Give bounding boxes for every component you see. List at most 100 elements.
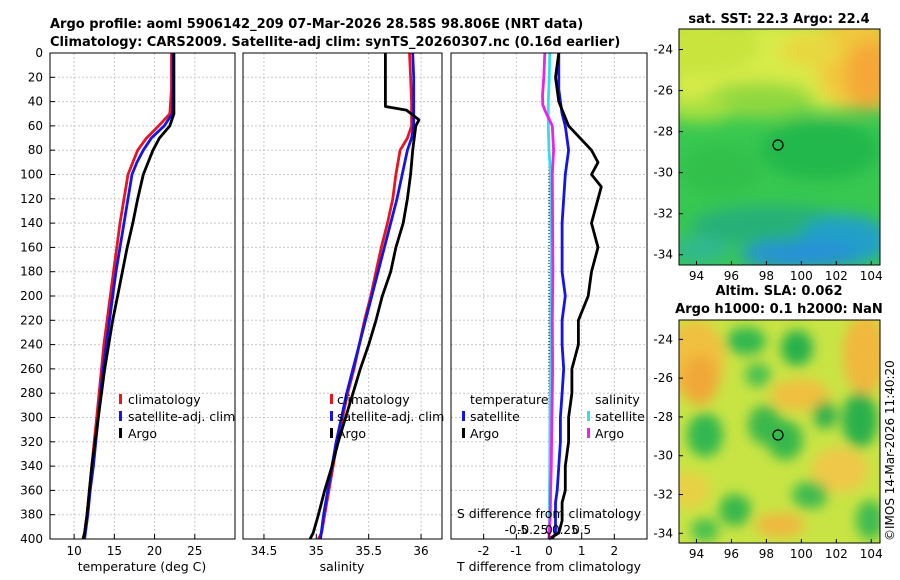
x-tick-label: 34.5 [251, 544, 278, 558]
x-tick-label: 1 [578, 544, 586, 558]
legend-satellite-clim: satellite-adj. clim [128, 409, 235, 424]
legend-swatch-climatology [119, 394, 122, 404]
map-x-tick-label: 98 [759, 547, 774, 561]
map-y-tick-label: -32 [653, 207, 673, 221]
s-tick-label: 0 [545, 523, 553, 537]
legend-s-satellite: satellite [595, 409, 645, 424]
x-tick-label: 35.5 [355, 544, 382, 558]
y-tick-label: 380 [20, 508, 43, 522]
y-tick-label: 80 [28, 143, 43, 157]
map-x-tick-label: 98 [759, 269, 774, 283]
legend-swatch-satellite-clim [330, 411, 333, 421]
s-tick-label: 0.25 [552, 523, 579, 537]
legend-s-argo: Argo [595, 426, 624, 441]
map-y-tick-label: -30 [653, 449, 673, 463]
map-x-tick-label: 94 [689, 547, 704, 561]
sla-map-title-line1: Altim. SLA: 0.062 [716, 284, 843, 299]
legend-t-satellite: satellite [470, 409, 520, 424]
temperature-panel: 0 20 40 60 80 100 120 140 160 180 200 220 240 260 280 3… [20, 46, 236, 574]
map-y-tick-label: -32 [653, 488, 673, 502]
x-tick-label: 20 [147, 544, 162, 558]
legend-argo: Argo [337, 426, 366, 441]
legend-swatch-satellite-clim [119, 411, 122, 421]
series-t-argo [548, 52, 603, 541]
y-tick-label: 200 [20, 289, 43, 303]
x-tick-label: 0 [545, 544, 553, 558]
s-tick-label: 0.5 [572, 523, 591, 537]
s-tick-label: -0.25 [517, 523, 548, 537]
x-tick-label: -1 [510, 544, 522, 558]
y-tick-label: 360 [20, 483, 43, 497]
map-y-tick-label: -24 [653, 43, 673, 57]
map-y-tick-label: -28 [653, 410, 673, 424]
x-tick-label: -2 [478, 544, 490, 558]
legend-swatch-t-argo [462, 428, 465, 438]
y-tick-label: 260 [20, 362, 43, 376]
series-argo [308, 53, 421, 540]
y-tick-label: 40 [28, 95, 43, 109]
map-y-tick-label: -26 [653, 84, 673, 98]
map-y-tick-label: -30 [653, 166, 673, 180]
argo-location-marker [772, 429, 784, 441]
salinity-xlabel: salinity [320, 559, 365, 574]
t-difference-xlabel: T difference from climatology [456, 559, 642, 574]
sst-map-frame [678, 28, 881, 266]
y-tick-label: 320 [20, 435, 43, 449]
x-tick-label: 2 [611, 544, 619, 558]
sla-map-frame [678, 319, 881, 544]
y-tick-label: 20 [28, 70, 43, 84]
map-x-tick-label: 100 [790, 547, 813, 561]
difference-legend: temperature satellite Argo salinity sate… [462, 392, 645, 441]
difference-panel: -2 -1 0 1 2 -0.5-0.250 0.250.5 S difference f… [450, 52, 648, 574]
x-tick-label: 15 [107, 544, 122, 558]
legend-satellite-clim: satellite-adj. clim [337, 409, 444, 424]
map-y-tick-label: -34 [653, 526, 673, 540]
temperature-xlabel: temperature (deg C) [78, 559, 207, 574]
legend-argo: Argo [128, 426, 157, 441]
legend-swatch-s-argo [587, 428, 590, 438]
y-tick-label: 160 [20, 240, 43, 254]
sla-field [679, 320, 880, 543]
y-tick-label: 120 [20, 192, 43, 206]
y-tick-label: 400 [20, 532, 43, 546]
map-x-tick-label: 100 [790, 269, 813, 283]
s-tick-label: -0.5 [505, 523, 528, 537]
legend-swatch-argo [330, 428, 333, 438]
legend-title-salinity: salinity [595, 392, 640, 407]
sla-map: Altim. SLA: 0.062 Argo h1000: 0.1 h2000:… [653, 284, 883, 561]
salinity-panel: 34.5 35 35.5 36 salinity climatology satell… [242, 52, 444, 574]
y-tick-label: 340 [20, 459, 43, 473]
series-s-satellite [546, 52, 553, 540]
y-tick-label: 280 [20, 386, 43, 400]
map-y-tick-label: -28 [653, 125, 673, 139]
map-x-tick-label: 102 [825, 269, 848, 283]
legend-title-temperature: temperature [470, 392, 549, 407]
sst-map: sat. SST: 22.3 Argo: 22.4 -24-26-28- [653, 12, 882, 283]
series-satellite-adj-clim [83, 53, 175, 540]
map-x-tick-label: 104 [860, 547, 883, 561]
x-tick-label: 36 [413, 544, 428, 558]
legend-t-argo: Argo [470, 426, 499, 441]
figure-title-line2: Climatology: CARS2009. Satellite-adj cli… [50, 35, 620, 50]
y-tick-label: 0 [35, 46, 43, 60]
sst-field [679, 29, 880, 265]
map-y-tick-label: -24 [653, 332, 673, 346]
map-x-tick-label: 102 [825, 547, 848, 561]
legend-climatology: climatology [128, 392, 201, 407]
legend-swatch-t-satellite [462, 411, 465, 421]
y-tick-label: 300 [20, 411, 43, 425]
x-tick-label: 25 [187, 544, 202, 558]
legend-swatch-climatology [330, 394, 333, 404]
figure-title-line1: Argo profile: aoml 5906142_209 07-Mar-20… [50, 17, 583, 32]
y-tick-label: 100 [20, 168, 43, 182]
map-x-tick-label: 96 [724, 269, 739, 283]
s-difference-xlabel: S difference from climatology [457, 506, 642, 521]
argo-location-marker [772, 139, 784, 151]
legend-climatology: climatology [337, 392, 410, 407]
x-tick-label: 35 [309, 544, 324, 558]
map-x-tick-label: 96 [724, 547, 739, 561]
y-tick-label: 220 [20, 313, 43, 327]
y-tick-label: 140 [20, 216, 43, 230]
legend-swatch-s-satellite [587, 411, 590, 421]
